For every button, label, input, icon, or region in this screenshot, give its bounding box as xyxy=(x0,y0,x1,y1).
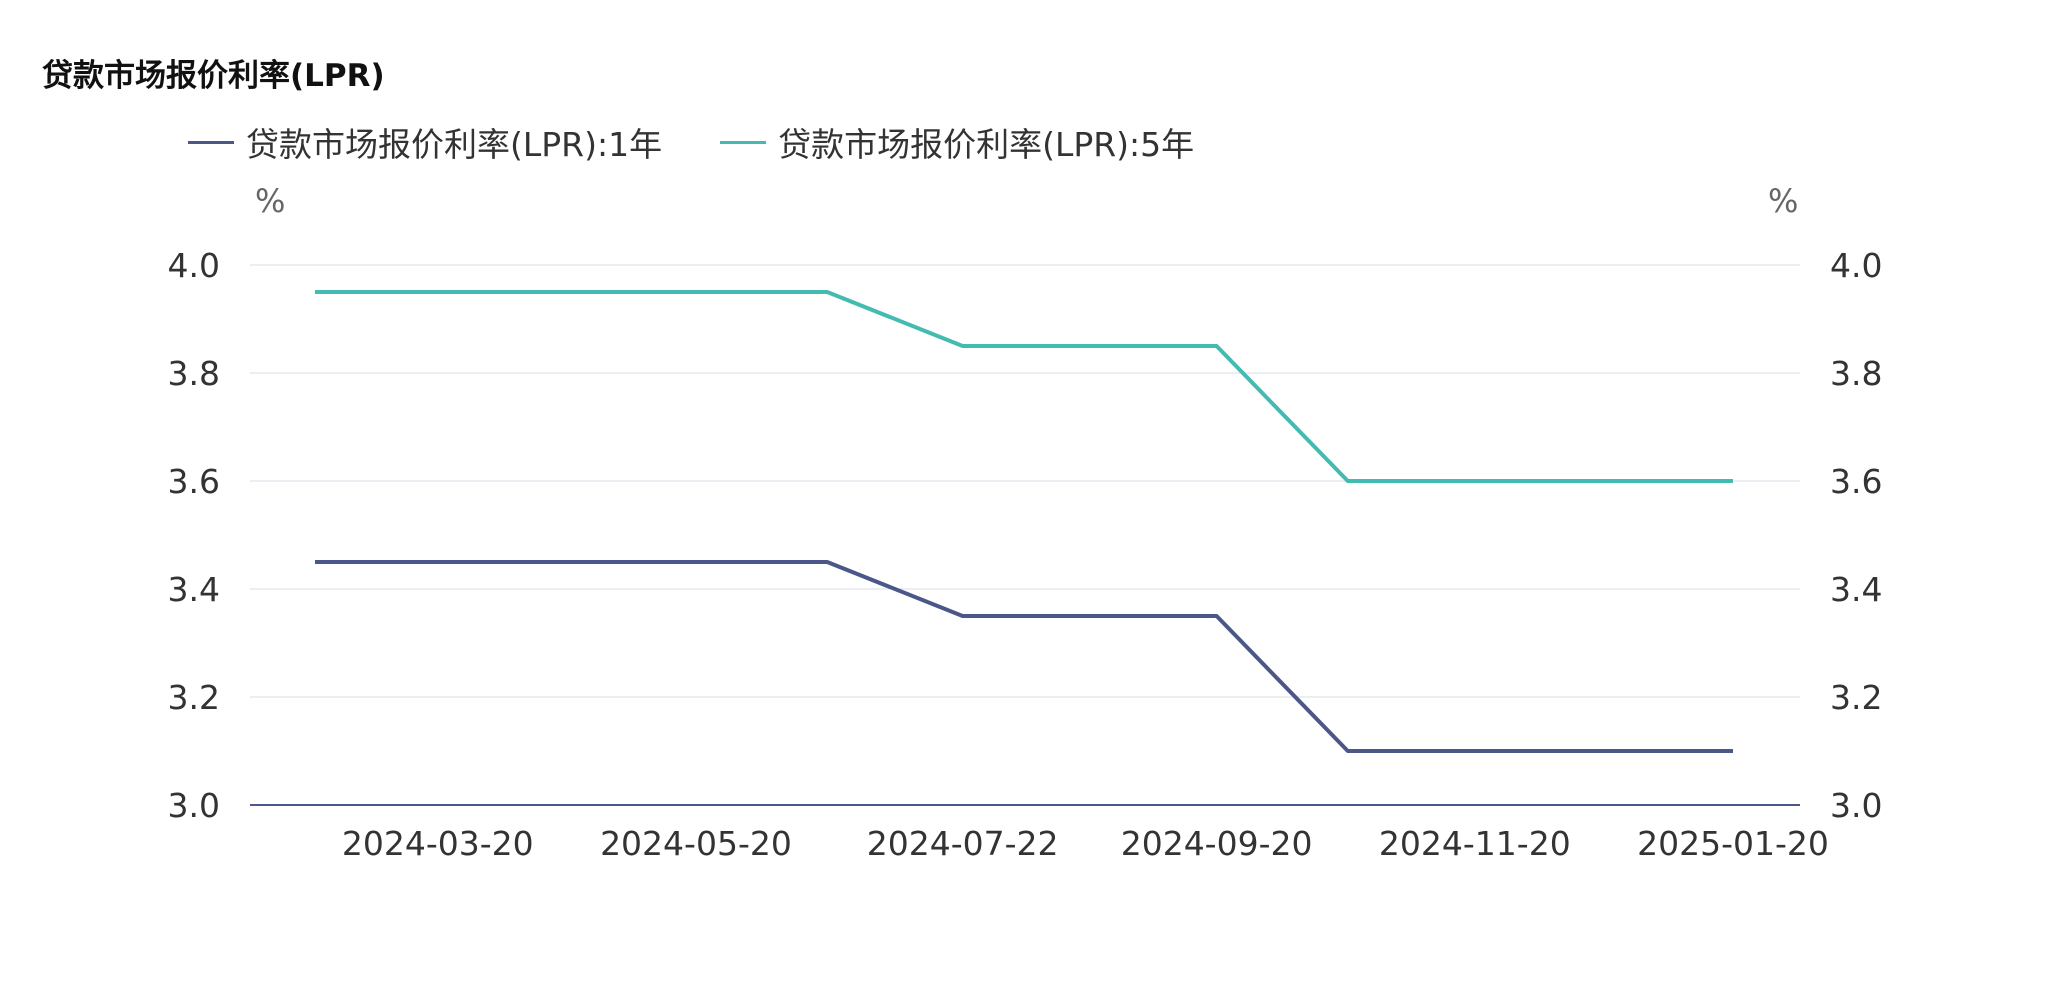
y-tick-label-right: 4.0 xyxy=(1830,246,1882,285)
x-tick-label: 2025-01-20 xyxy=(1637,824,1829,863)
y-unit-left: % xyxy=(255,182,285,220)
x-tick-label: 2024-09-20 xyxy=(1121,824,1313,863)
y-tick-label-right: 3.2 xyxy=(1830,678,1882,717)
legend-label-5y: 贷款市场报价利率(LPR):5年 xyxy=(778,125,1195,164)
x-tick-label: 2024-03-20 xyxy=(342,824,534,863)
y-tick-label-left: 3.4 xyxy=(168,570,220,609)
y-tick-label-right: 3.0 xyxy=(1830,786,1882,825)
legend-item-5y[interactable]: 贷款市场报价利率(LPR):5年 xyxy=(720,118,1194,166)
series-line-5y[interactable] xyxy=(315,290,1733,483)
legend-swatch-1y xyxy=(188,140,234,144)
y-tick-label-left: 3.8 xyxy=(168,354,220,393)
x-tick-label: 2024-11-20 xyxy=(1379,824,1571,863)
legend-item-1y[interactable]: 贷款市场报价利率(LPR):1年 xyxy=(188,118,662,166)
y-axis-left: 3.0 3.2 3.4 3.6 3.8 4.0 xyxy=(168,246,220,825)
x-tick-label: 2024-07-22 xyxy=(867,824,1059,863)
y-axis-right: 3.0 3.2 3.4 3.6 3.8 4.0 xyxy=(1830,246,1882,825)
chart-title: 贷款市场报价利率(LPR) xyxy=(42,58,385,94)
y-tick-label-left: 4.0 xyxy=(168,246,220,285)
y-tick-label-right: 3.4 xyxy=(1830,570,1882,609)
legend-label-1y: 贷款市场报价利率(LPR):1年 xyxy=(246,125,663,164)
y-tick-label-left: 3.6 xyxy=(168,462,220,501)
y-tick-label-left: 3.0 xyxy=(168,786,220,825)
series-lines xyxy=(315,290,1733,753)
legend: 贷款市场报价利率(LPR):1年 贷款市场报价利率(LPR):5年 xyxy=(188,118,1252,166)
series-line-1y[interactable] xyxy=(315,560,1733,753)
y-unit-right: % xyxy=(1768,182,1798,220)
legend-swatch-5y xyxy=(720,140,767,144)
y-tick-label-right: 3.8 xyxy=(1830,354,1882,393)
y-tick-label-right: 3.6 xyxy=(1830,462,1882,501)
x-axis: 2024-03-20 2024-05-20 2024-07-22 2024-09-20… xyxy=(342,824,1829,863)
y-tick-label-left: 3.2 xyxy=(168,678,220,717)
x-tick-label: 2024-05-20 xyxy=(600,824,792,863)
